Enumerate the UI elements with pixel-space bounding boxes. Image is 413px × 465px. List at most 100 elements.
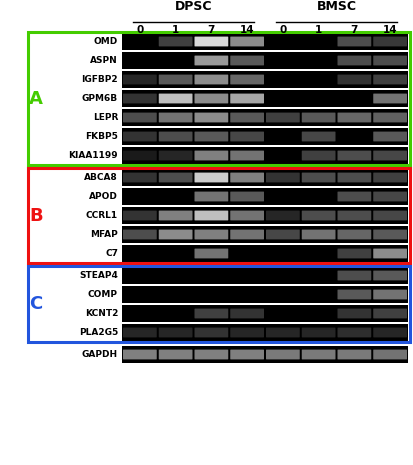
Bar bbox=[122, 226, 408, 243]
Text: PLA2G5: PLA2G5 bbox=[79, 328, 118, 337]
FancyBboxPatch shape bbox=[195, 132, 228, 141]
Text: GAPDH: GAPDH bbox=[82, 350, 118, 359]
FancyBboxPatch shape bbox=[302, 327, 335, 338]
FancyBboxPatch shape bbox=[302, 113, 335, 122]
FancyBboxPatch shape bbox=[123, 74, 157, 85]
Text: A: A bbox=[29, 89, 43, 107]
Text: COMP: COMP bbox=[88, 290, 118, 299]
Bar bbox=[122, 52, 408, 69]
Bar bbox=[122, 188, 408, 205]
Text: C: C bbox=[29, 295, 43, 313]
FancyBboxPatch shape bbox=[123, 350, 157, 359]
FancyBboxPatch shape bbox=[195, 192, 228, 201]
FancyBboxPatch shape bbox=[302, 211, 335, 220]
FancyBboxPatch shape bbox=[159, 211, 192, 220]
FancyBboxPatch shape bbox=[159, 74, 192, 85]
Text: STEAP4: STEAP4 bbox=[79, 271, 118, 280]
FancyBboxPatch shape bbox=[373, 93, 407, 103]
FancyBboxPatch shape bbox=[337, 37, 371, 46]
FancyBboxPatch shape bbox=[373, 113, 407, 122]
FancyBboxPatch shape bbox=[373, 132, 407, 141]
Text: 7: 7 bbox=[208, 25, 215, 35]
FancyBboxPatch shape bbox=[230, 309, 264, 319]
FancyBboxPatch shape bbox=[230, 192, 264, 201]
FancyBboxPatch shape bbox=[266, 230, 300, 239]
Text: C7: C7 bbox=[105, 249, 118, 258]
Text: KCNT2: KCNT2 bbox=[85, 309, 118, 318]
Bar bbox=[122, 71, 408, 88]
FancyBboxPatch shape bbox=[337, 151, 371, 160]
FancyBboxPatch shape bbox=[373, 192, 407, 201]
Bar bbox=[122, 305, 408, 322]
FancyBboxPatch shape bbox=[373, 309, 407, 319]
FancyBboxPatch shape bbox=[159, 132, 192, 141]
FancyBboxPatch shape bbox=[266, 350, 300, 359]
Text: GPM6B: GPM6B bbox=[82, 94, 118, 103]
FancyBboxPatch shape bbox=[337, 56, 371, 66]
Text: 0: 0 bbox=[136, 25, 143, 35]
FancyBboxPatch shape bbox=[195, 37, 228, 46]
FancyBboxPatch shape bbox=[159, 327, 192, 338]
FancyBboxPatch shape bbox=[123, 211, 157, 220]
FancyBboxPatch shape bbox=[230, 93, 264, 103]
FancyBboxPatch shape bbox=[230, 151, 264, 160]
FancyBboxPatch shape bbox=[195, 93, 228, 103]
FancyBboxPatch shape bbox=[195, 309, 228, 319]
FancyBboxPatch shape bbox=[123, 113, 157, 122]
FancyBboxPatch shape bbox=[123, 327, 157, 338]
Text: BMSC: BMSC bbox=[316, 0, 356, 13]
FancyBboxPatch shape bbox=[195, 249, 228, 259]
Text: IGFBP2: IGFBP2 bbox=[81, 75, 118, 84]
FancyBboxPatch shape bbox=[337, 290, 371, 299]
FancyBboxPatch shape bbox=[230, 132, 264, 141]
FancyBboxPatch shape bbox=[123, 151, 157, 160]
FancyBboxPatch shape bbox=[123, 173, 157, 182]
Text: 0: 0 bbox=[279, 25, 287, 35]
Bar bbox=[122, 169, 408, 186]
FancyBboxPatch shape bbox=[373, 230, 407, 239]
FancyBboxPatch shape bbox=[337, 113, 371, 122]
Bar bbox=[28, 266, 410, 342]
FancyBboxPatch shape bbox=[373, 56, 407, 66]
Bar bbox=[122, 286, 408, 303]
Text: ABCA8: ABCA8 bbox=[84, 173, 118, 182]
FancyBboxPatch shape bbox=[302, 151, 335, 160]
Text: CCRL1: CCRL1 bbox=[86, 211, 118, 220]
FancyBboxPatch shape bbox=[195, 56, 228, 66]
FancyBboxPatch shape bbox=[195, 173, 228, 182]
Bar bbox=[28, 168, 410, 263]
FancyBboxPatch shape bbox=[373, 211, 407, 220]
FancyBboxPatch shape bbox=[302, 132, 335, 141]
FancyBboxPatch shape bbox=[373, 37, 407, 46]
Text: 7: 7 bbox=[351, 25, 358, 35]
Bar bbox=[122, 245, 408, 262]
Bar bbox=[122, 90, 408, 107]
FancyBboxPatch shape bbox=[373, 350, 407, 359]
FancyBboxPatch shape bbox=[230, 113, 264, 122]
FancyBboxPatch shape bbox=[266, 211, 300, 220]
FancyBboxPatch shape bbox=[337, 327, 371, 338]
Bar bbox=[122, 128, 408, 145]
FancyBboxPatch shape bbox=[337, 309, 371, 319]
Text: 14: 14 bbox=[383, 25, 397, 35]
FancyBboxPatch shape bbox=[373, 327, 407, 338]
FancyBboxPatch shape bbox=[337, 249, 371, 259]
FancyBboxPatch shape bbox=[159, 173, 192, 182]
FancyBboxPatch shape bbox=[123, 93, 157, 103]
FancyBboxPatch shape bbox=[230, 173, 264, 182]
FancyBboxPatch shape bbox=[302, 230, 335, 239]
FancyBboxPatch shape bbox=[195, 151, 228, 160]
FancyBboxPatch shape bbox=[159, 37, 192, 46]
FancyBboxPatch shape bbox=[230, 230, 264, 239]
Bar bbox=[122, 324, 408, 341]
FancyBboxPatch shape bbox=[337, 74, 371, 85]
FancyBboxPatch shape bbox=[159, 350, 192, 359]
FancyBboxPatch shape bbox=[337, 211, 371, 220]
FancyBboxPatch shape bbox=[373, 173, 407, 182]
FancyBboxPatch shape bbox=[195, 350, 228, 359]
Text: 1: 1 bbox=[172, 25, 179, 35]
FancyBboxPatch shape bbox=[266, 113, 300, 122]
FancyBboxPatch shape bbox=[123, 132, 157, 141]
FancyBboxPatch shape bbox=[159, 230, 192, 239]
FancyBboxPatch shape bbox=[230, 211, 264, 220]
